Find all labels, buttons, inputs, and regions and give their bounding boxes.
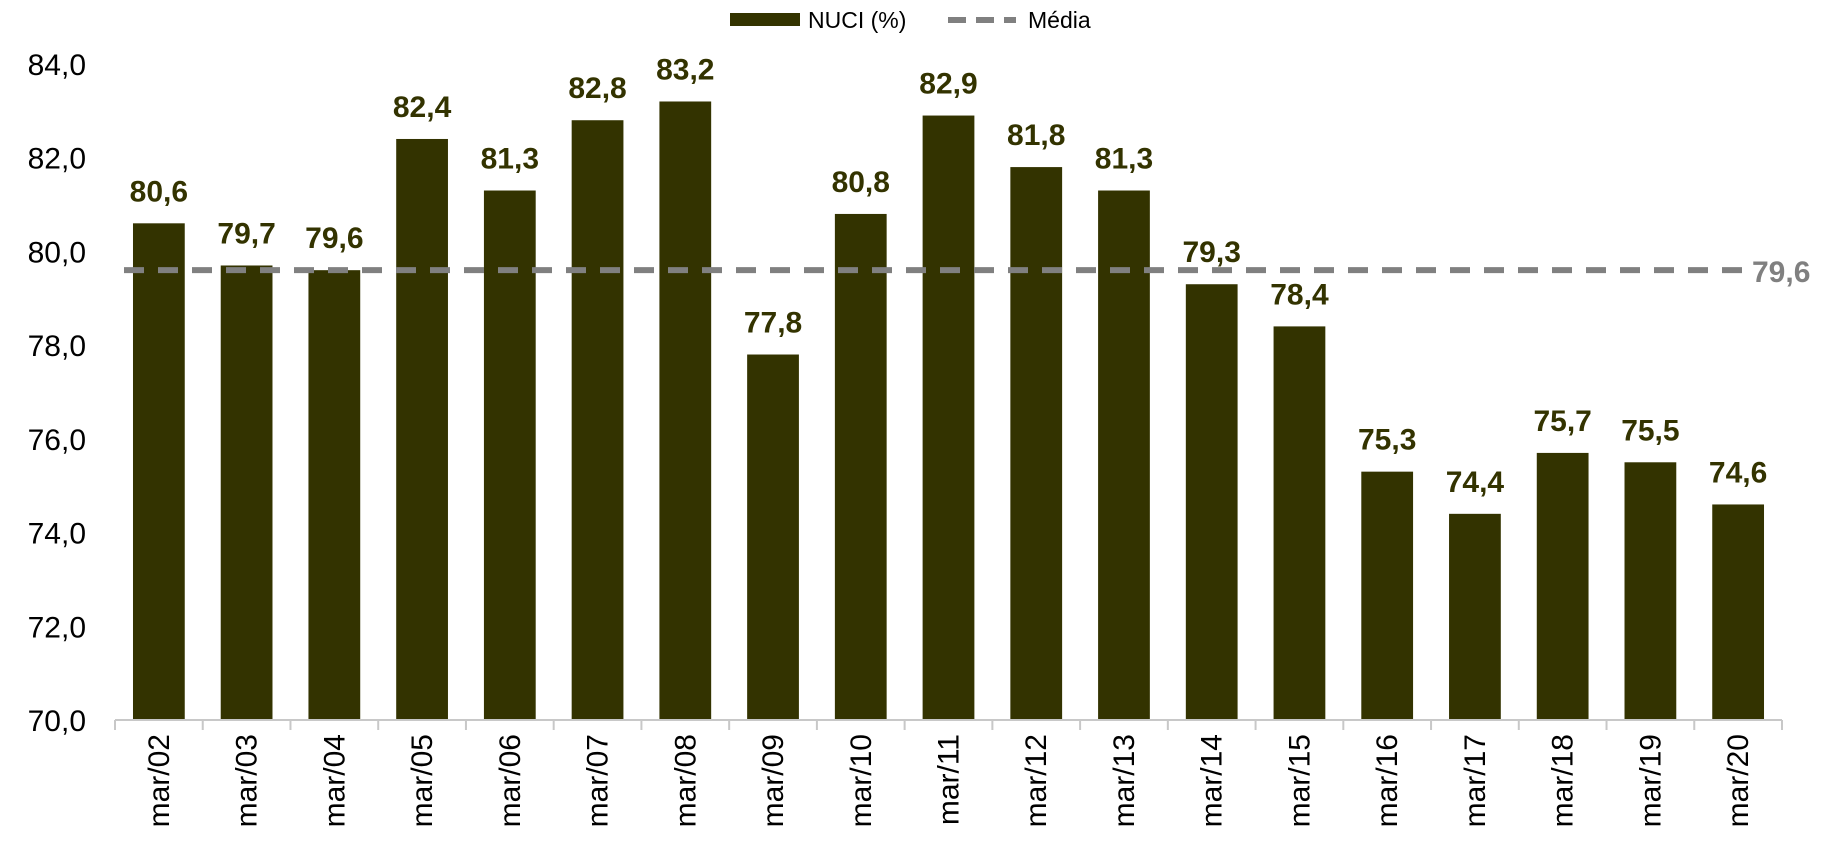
bar-data-label: 80,6 [130,175,188,208]
x-tick-label: mar/19 [1634,734,1667,827]
bar [922,115,975,721]
x-tick-label: mar/12 [1020,734,1053,827]
bar [220,265,273,720]
y-axis: 70,0 72,0 74,0 76,0 78,0 80,0 82,0 84,0 [28,49,86,738]
x-tick-label: mar/06 [494,734,527,827]
bar-series [132,101,1765,721]
y-tick-label: 82,0 [28,143,86,176]
x-tick-label: mar/17 [1459,734,1492,827]
y-tick-label: 76,0 [28,424,86,457]
x-axis: mar/02 mar/03 mar/04 mar/05 mar/06 mar/07 mar/… [114,719,1783,827]
bar-data-label: 79,3 [1183,236,1241,269]
x-tick-label: mar/10 [845,734,878,827]
x-tick-label: mar/07 [582,734,615,827]
x-tick-label: mar/08 [669,734,702,827]
x-tick-label: mar/03 [231,734,264,827]
y-tick-label: 78,0 [28,330,86,363]
bar [396,138,448,720]
bar [747,354,799,720]
bar [1273,326,1326,720]
bar [659,101,712,720]
bar-data-label: 80,8 [832,166,890,199]
bar [834,213,887,720]
x-tick-label: mar/04 [318,734,351,827]
y-tick-label: 80,0 [28,236,86,269]
bar-data-label: 81,3 [1095,143,1153,176]
legend-bar-swatch [730,13,800,26]
bar-data-label: 81,3 [481,143,539,176]
bar [571,120,624,720]
y-tick-label: 72,0 [28,611,86,644]
bar-data-label: 74,4 [1446,466,1505,499]
x-tick-label: mar/05 [406,734,439,827]
bar-data-label: 83,2 [656,53,714,86]
average-series: 79,6 [124,256,1810,289]
bar [132,223,185,721]
bar [1712,504,1765,720]
bar-data-label: 81,8 [1007,119,1065,152]
y-tick-label: 70,0 [28,705,86,738]
legend-average-label: Média [1028,7,1091,33]
bar [1185,284,1238,720]
bar [483,190,536,720]
bar-data-label: 78,4 [1270,278,1329,311]
bar [1361,471,1414,720]
bar [1010,167,1063,721]
x-tick-label: mar/09 [757,734,790,827]
x-tick-label: mar/20 [1722,734,1755,827]
bar-data-label: 74,6 [1709,456,1767,489]
bar-data-label: 82,4 [393,91,452,124]
average-value-label: 79,6 [1752,256,1810,289]
bar-data-label: 77,8 [744,307,802,340]
bar [1536,452,1589,720]
bar-data-labels: 80,6 79,7 79,6 82,4 81,3 82,8 83,2 77,8 80,8 82,9… [130,53,1768,498]
bar [308,270,361,720]
bar-data-label: 82,9 [919,68,977,101]
legend: NUCI (%) Média [730,7,1091,33]
y-tick-label: 74,0 [28,518,86,551]
bar-data-label: 79,6 [305,222,363,255]
bar-data-label: 79,7 [217,217,275,250]
bar [1624,462,1677,720]
x-tick-label: mar/15 [1283,734,1316,827]
x-tick-label: mar/16 [1371,734,1404,827]
bar-data-label: 75,5 [1621,414,1679,447]
legend-bar-label: NUCI (%) [808,7,906,33]
x-tick-label: mar/02 [143,734,176,827]
x-tick-label: mar/18 [1547,734,1580,827]
x-tick-label: mar/11 [933,734,966,825]
bar-data-label: 75,3 [1358,424,1416,457]
bar-data-label: 82,8 [568,72,626,105]
x-tick-label: mar/14 [1196,734,1229,827]
bar [1098,190,1150,720]
bar-data-label: 75,7 [1533,405,1591,438]
bar [1449,513,1501,720]
x-tick-label: mar/13 [1108,734,1141,827]
y-tick-label: 84,0 [28,49,86,82]
